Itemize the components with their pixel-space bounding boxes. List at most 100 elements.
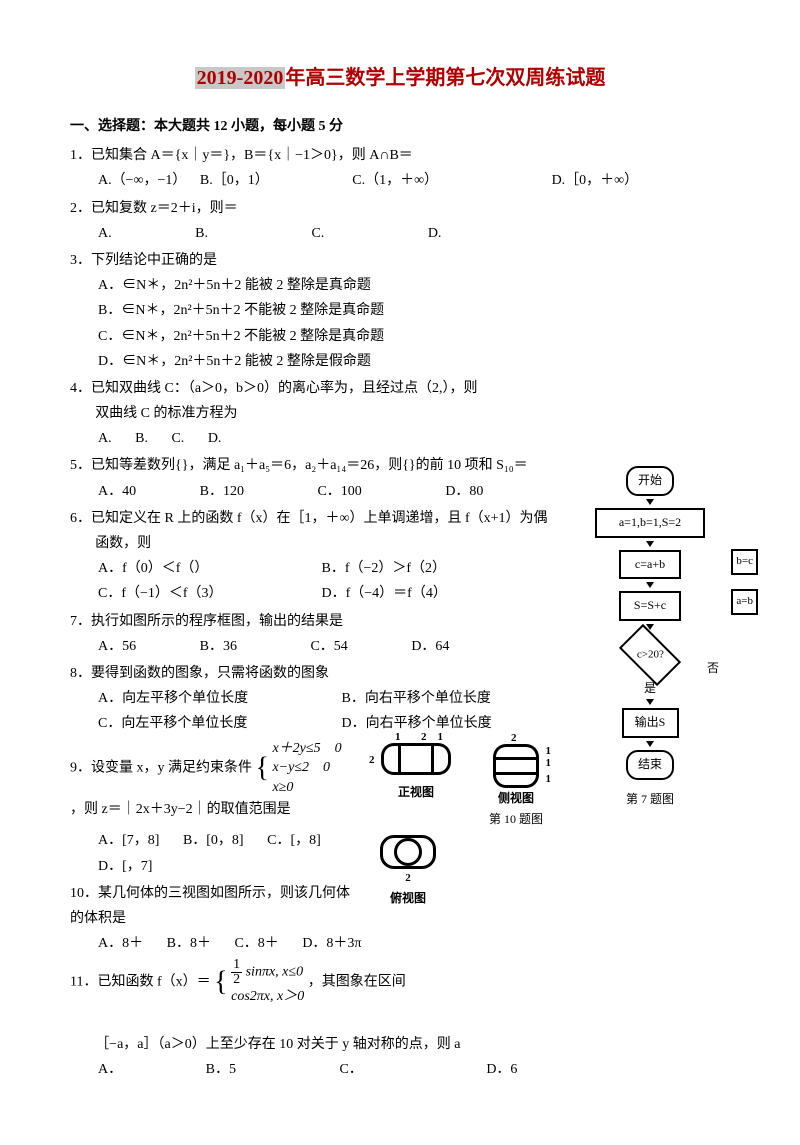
- views-caption: 第 10 题图: [489, 809, 543, 831]
- q8-opt-d: D．向右平移个单位长度: [342, 711, 492, 736]
- q6-text2: 函数，则: [70, 536, 151, 551]
- brace-left-icon-2: {: [214, 967, 227, 998]
- frac-den: 2: [231, 973, 242, 987]
- q9-opt-c: C．[，8]: [267, 828, 321, 853]
- front-view-rect: [398, 743, 434, 775]
- q4-opt-a: A.: [98, 426, 112, 451]
- q3-opt-b: B．∈N＊，2n²＋5n＋2 不能被 2 整除是真命题: [98, 298, 730, 323]
- q8-text: 8．要得到函数的图象，只需将函数的图象: [70, 666, 329, 681]
- question-1: 1．已知集合 A＝{x｜y＝}，B＝{x｜−1＞0}，则 A∩B＝ A.（−∞，…: [70, 143, 730, 193]
- top-view-shape: [380, 835, 436, 869]
- q7-opt-d: D．64: [411, 634, 449, 659]
- flowchart-yes-label: 是: [595, 678, 705, 700]
- question-4: 4．已知双曲线 C：（a＞0，b＞0）的离心率为，且经过点（2,），则 双曲线 …: [70, 376, 730, 452]
- dim-top-1a: 1: [395, 728, 401, 748]
- q9-opt-a: A．[7，8]: [98, 828, 159, 853]
- question-3: 3．下列结论中正确的是 A．∈N＊，2n²＋5n＋2 能被 2 整除是真命题 B…: [70, 248, 730, 374]
- q11-line2: ［−a，a］（a＞0）上至少存在 10 对关于 y 轴对称的点，则 a: [70, 1037, 460, 1052]
- q2-opt-b: B.: [195, 221, 208, 246]
- q10-text: 10．某几何体的三视图如图所示，则该几何体的体积是: [70, 886, 350, 926]
- front-view-label: 正视图: [381, 782, 451, 804]
- q9-constraint-1: x＋2y≤5 0: [272, 739, 341, 759]
- q10-opt-d: D．8＋3π: [302, 931, 361, 956]
- q11-opt-d: D．6: [486, 1057, 517, 1082]
- q4-opt-c: C.: [171, 426, 184, 451]
- q1-text: 1．已知集合 A＝{x｜y＝}，B＝{x｜−1＞0}，则 A∩B＝: [70, 148, 413, 163]
- frac-num: 1: [231, 958, 242, 973]
- q6-opt-b: B．f（−2）＞f（2）: [322, 556, 447, 581]
- flowchart-calc-c: c=a+b: [619, 550, 681, 580]
- top-view-inner-circle: [394, 838, 422, 866]
- q5-text: 5．已知等差数列{}，满足 a₁＋a₅＝6，a₂＋a₁₄＝26，则{}的前 10…: [70, 458, 528, 473]
- flowchart-calc-s: S=S+c: [619, 591, 681, 621]
- q8-opt-c: C．向左平移个单位长度: [98, 711, 318, 736]
- flowchart-no-label: 否: [707, 658, 719, 680]
- q9-opt-d: D．[，7]: [98, 854, 152, 879]
- q9-constraint-2: x−y≤2 0: [272, 758, 341, 778]
- front-view-left-cap: [381, 743, 398, 775]
- q7-opt-b: B．36: [200, 634, 237, 659]
- front-view-right-cap: [434, 743, 451, 775]
- q1-opt-b: B.［0，1）: [200, 168, 269, 193]
- q3-text: 3．下列结论中正确的是: [70, 253, 217, 268]
- q3-opt-a: A．∈N＊，2n²＋5n＋2 能被 2 整除是真命题: [98, 273, 730, 298]
- q11-piece2: cos2πx, x＞0: [231, 987, 304, 1007]
- q4-text2: 双曲线 C 的标准方程为: [70, 406, 238, 421]
- side-dim-2: 2: [511, 729, 517, 749]
- q6-opt-c: C．f（−1）＜f（3）: [98, 581, 298, 606]
- q11-text-post: ，其图象在区间: [308, 975, 406, 990]
- question-11: 11．已知函数 f（x）＝ { 1 2 sinπx, x≤0 cos2πx, x…: [70, 958, 730, 1082]
- fraction-half: 1 2: [231, 958, 242, 987]
- flowchart-end: 结束: [626, 750, 674, 780]
- q9-text-post: ，则 z＝｜2x＋3y−2｜的取值范围是: [70, 802, 291, 817]
- q2-opt-a: A.: [98, 221, 112, 246]
- q8-opt-a: A．向左平移个单位长度: [98, 686, 318, 711]
- question-2: 2．已知复数 z＝2＋i，则＝ A. B. C. D.: [70, 196, 730, 246]
- q2-opt-d: D.: [428, 221, 442, 246]
- q4-text1: 4．已知双曲线 C：（a＞0，b＞0）的离心率为，且经过点（2,），则: [70, 381, 478, 396]
- dim-left-2: 2: [369, 751, 375, 771]
- section-1-header: 一、选择题：本大题共 12 小题，每小题 5 分: [70, 114, 730, 139]
- flowchart-output: 输出S: [622, 708, 679, 738]
- side-dim-1c: 1: [545, 770, 551, 790]
- flowchart-figure: 开始 a=1,b=1,S=2 c=a+b S=S+c c>20? 否 是 输出S…: [570, 463, 730, 810]
- top-dim-2: 2: [380, 869, 436, 889]
- title-rest: 年高三数学上学期第七次双周练试题: [285, 67, 605, 89]
- q2-text: 2．已知复数 z＝2＋i，则＝: [70, 201, 238, 216]
- q6-opt-d: D．f（−4）＝f（4）: [322, 581, 447, 606]
- q10-opt-a: A．8＋: [98, 931, 143, 956]
- q9-constraint-3: x≥0: [272, 778, 341, 798]
- flowchart-start: 开始: [626, 466, 674, 496]
- q11-piece1: sinπx, x≤0: [246, 965, 303, 980]
- flowchart-side-ab: a=b: [731, 589, 758, 615]
- q5-opt-c: C．100: [317, 479, 361, 504]
- q2-opt-c: C.: [311, 221, 324, 246]
- side-view-bottom-cap: [493, 775, 539, 788]
- flowchart-cond: c>20?: [637, 645, 664, 665]
- q10-opt-b: B．8＋: [167, 931, 211, 956]
- q11-text-pre: 11．已知函数 f（x）＝: [70, 975, 211, 990]
- flowchart-init: a=1,b=1,S=2: [595, 508, 705, 538]
- flowchart-side-bc: b=c: [731, 549, 758, 575]
- q8-opt-b: B．向右平移个单位长度: [342, 686, 491, 711]
- brace-left-icon: {: [256, 752, 269, 783]
- side-view-label: 侧视图: [489, 788, 543, 810]
- dim-top-2a: 2: [421, 728, 427, 748]
- q11-opt-c: C．: [339, 1057, 362, 1082]
- q3-opt-c: C．∈N＊，2n²＋5n＋2 不能被 2 整除是真命题: [98, 324, 730, 349]
- q1-opt-d: D.［0，＋∞）: [552, 168, 639, 193]
- q1-opt-c: C.（1，＋∞）: [352, 168, 438, 193]
- q4-opt-d: D.: [208, 426, 222, 451]
- q7-opt-a: A．56: [98, 634, 136, 659]
- q3-opt-d: D．∈N＊，2n²＋5n＋2 能被 2 整除是假命题: [98, 349, 730, 374]
- q9-text-pre: 9．设变量 x，y 满足约束条件: [70, 760, 252, 775]
- q1-opt-a: A.（−∞，−1）: [98, 168, 186, 193]
- three-views-figure: 1 2 1 2 正视图 2 1 1 1: [362, 743, 562, 915]
- q4-opt-b: B.: [135, 426, 148, 451]
- q7-text: 7．执行如图所示的程序框图，输出的结果是: [70, 614, 343, 629]
- title-year-highlight: 2019-2020: [195, 67, 286, 89]
- q7-opt-c: C．54: [310, 634, 347, 659]
- q5-opt-a: A．40: [98, 479, 136, 504]
- q5-opt-d: D．80: [445, 479, 483, 504]
- q10-opt-c: C．8＋: [234, 931, 278, 956]
